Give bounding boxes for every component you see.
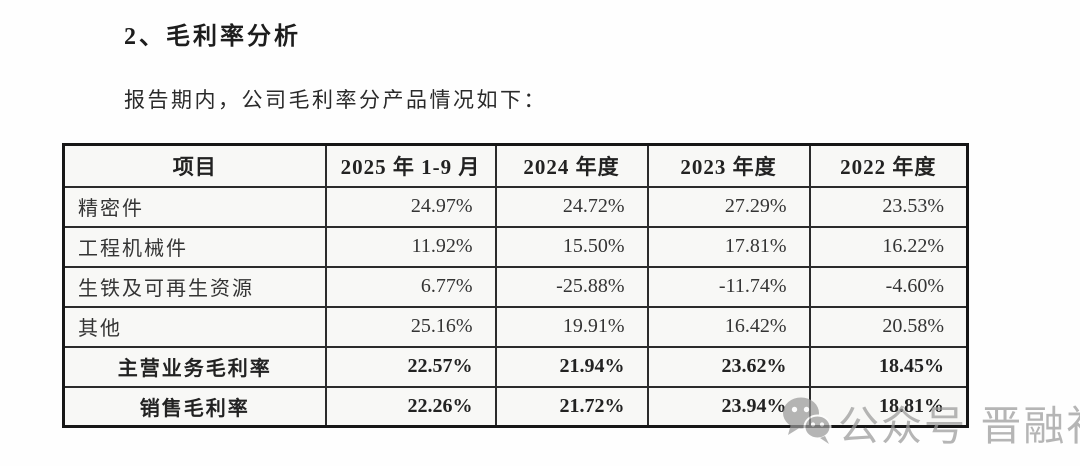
table-cell: 18.81%	[808, 385, 969, 428]
table-cell: 17.81%	[646, 225, 811, 268]
table-cell: 22.57%	[324, 345, 497, 388]
table-cell: 23.94%	[646, 385, 811, 428]
row-label: 销售毛利率	[62, 385, 327, 428]
table-cell: 18.45%	[808, 345, 969, 388]
table-cell: 23.62%	[646, 345, 811, 388]
table-cell: 21.94%	[494, 345, 649, 388]
table-cell: 16.42%	[646, 305, 811, 348]
table-cell: 6.77%	[324, 265, 497, 308]
table-header-row: 项目 2025 年 1-9 月 2024 年度 2023 年度 2022 年度	[62, 143, 969, 188]
table-cell: 24.97%	[324, 185, 497, 228]
row-label: 生铁及可再生资源	[62, 265, 327, 308]
section-title: 2、毛利率分析	[124, 24, 301, 50]
table-cell: 24.72%	[494, 185, 649, 228]
table-cell: 22.26%	[324, 385, 497, 428]
table-row: 工程机械件 11.92% 15.50% 17.81% 16.22%	[62, 225, 969, 268]
row-label: 工程机械件	[62, 225, 327, 268]
table-cell: 23.53%	[808, 185, 969, 228]
table-cell: 15.50%	[494, 225, 649, 268]
gross-margin-table: 项目 2025 年 1-9 月 2024 年度 2023 年度 2022 年度 …	[62, 143, 969, 428]
header-2024: 2024 年度	[494, 143, 649, 188]
table-cell: -25.88%	[494, 265, 649, 308]
table-row: 其他 25.16% 19.91% 16.42% 20.58%	[62, 305, 969, 348]
row-label: 主营业务毛利率	[62, 345, 327, 388]
table-row: 精密件 24.97% 24.72% 27.29% 23.53%	[62, 185, 969, 228]
row-label: 其他	[62, 305, 327, 348]
table-cell: 27.29%	[646, 185, 811, 228]
table-cell: 21.72%	[494, 385, 649, 428]
header-item: 项目	[62, 143, 327, 188]
table-cell: 19.91%	[494, 305, 649, 348]
table-cell: 16.22%	[808, 225, 969, 268]
table-cell: 20.58%	[808, 305, 969, 348]
table-row-main-business-margin: 主营业务毛利率 22.57% 21.94% 23.62% 18.45%	[62, 345, 969, 388]
table-cell: -11.74%	[646, 265, 811, 308]
table-cell: 11.92%	[324, 225, 497, 268]
table-row: 生铁及可再生资源 6.77% -25.88% -11.74% -4.60%	[62, 265, 969, 308]
header-2023: 2023 年度	[646, 143, 811, 188]
table-cell: -4.60%	[808, 265, 969, 308]
header-2022: 2022 年度	[808, 143, 969, 188]
intro-text: 报告期内，公司毛利率分产品情况如下：	[124, 88, 547, 112]
table-cell: 25.16%	[324, 305, 497, 348]
table-row-sales-margin: 销售毛利率 22.26% 21.72% 23.94% 18.81%	[62, 385, 969, 428]
row-label: 精密件	[62, 185, 327, 228]
header-2025: 2025 年 1-9 月	[324, 143, 497, 188]
